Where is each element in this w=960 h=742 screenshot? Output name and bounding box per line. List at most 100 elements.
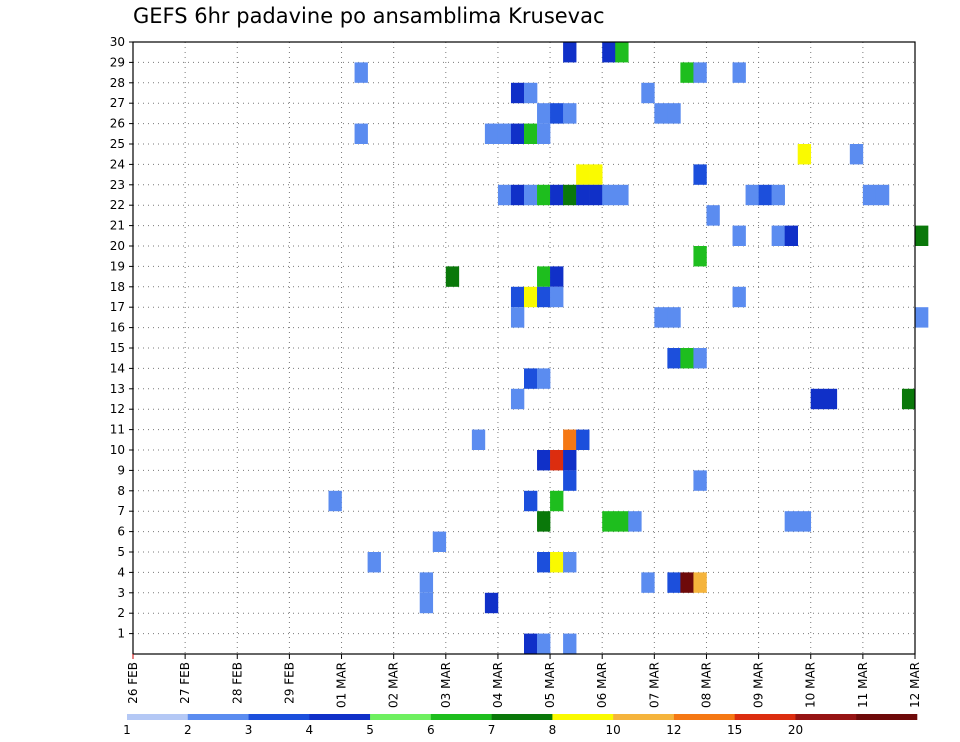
x-tick-label: 07 MAR — [647, 662, 661, 708]
heatmap-cell — [615, 42, 629, 63]
y-tick-label: 21 — [110, 219, 125, 233]
y-tick-label: 19 — [110, 259, 125, 273]
heatmap-cell — [524, 633, 538, 654]
heatmap-cell — [367, 552, 381, 573]
x-tick-label: 29 FEB — [282, 662, 296, 704]
heatmap-cell — [823, 388, 838, 410]
heatmap-cell — [667, 572, 681, 593]
heatmap-cell — [693, 164, 707, 185]
heatmap-cell — [497, 184, 512, 206]
colorbar-legend: 1 2 3 4 5 6 7 8 10 12 15 20 — [123, 714, 918, 737]
y-tick-label: 2 — [117, 606, 125, 620]
heatmap-cell — [537, 103, 551, 124]
heatmap-cell — [797, 511, 812, 532]
y-axis: 1234567891011121314151617181920212223242… — [110, 35, 133, 641]
heatmap-cell — [524, 123, 538, 144]
heatmap-cell — [550, 103, 564, 124]
heatmap-cell — [537, 266, 551, 287]
heatmap-cell — [576, 184, 590, 206]
heatmap-cell — [328, 490, 342, 512]
heatmap-cell — [641, 82, 655, 104]
heatmap-cell — [732, 62, 746, 83]
heatmap-cell — [745, 184, 759, 206]
heatmap-cell — [576, 429, 590, 450]
heatmap-cell — [510, 123, 525, 144]
heatmap-cell — [693, 470, 707, 491]
heatmap-cell — [537, 368, 551, 389]
colorbar-segment — [795, 714, 857, 720]
colorbar-segment — [127, 714, 189, 720]
heatmap-cell — [771, 184, 785, 206]
colorbar-segment — [673, 714, 735, 720]
heatmap-cell — [732, 225, 746, 246]
heatmap-cell — [654, 307, 668, 328]
heatmap-cell — [875, 184, 890, 206]
colorbar-label: 15 — [727, 723, 742, 737]
heatmap-cell — [550, 266, 564, 287]
heatmap-cell — [810, 388, 825, 410]
heatmap-cell — [732, 286, 746, 308]
heatmap-cell — [849, 144, 864, 165]
colorbar-label: 6 — [427, 723, 435, 737]
y-tick-label: 16 — [110, 321, 125, 335]
heatmap-cell — [915, 225, 929, 246]
heatmap-cell — [563, 42, 577, 63]
heatmap-cell — [537, 286, 551, 308]
colorbar-label: 10 — [606, 723, 621, 737]
colorbar-label: 7 — [488, 723, 496, 737]
y-tick-label: 7 — [117, 504, 125, 518]
heatmap-cell — [524, 184, 538, 206]
heatmap-cell — [563, 184, 577, 206]
y-tick-label: 24 — [110, 157, 125, 171]
x-tick-label: 27 FEB — [178, 662, 192, 704]
y-tick-label: 17 — [110, 300, 125, 314]
heatmap-cell — [524, 490, 538, 512]
heatmap-cell — [354, 62, 368, 83]
heatmap-cell — [550, 490, 564, 512]
x-tick-label: 04 MAR — [491, 662, 505, 708]
heatmap-cell — [680, 348, 694, 369]
heatmap-cell — [576, 164, 590, 185]
x-axis: 26 FEB 27 FEB 28 FEB 29 FEB 01 MAR 02 MAR 03 M… — [126, 654, 922, 708]
heatmap-cell — [693, 572, 707, 593]
colorbar-segment — [856, 714, 918, 720]
y-tick-label: 18 — [110, 280, 125, 294]
y-tick-label: 3 — [117, 586, 125, 600]
heatmap-cell — [510, 388, 525, 410]
colorbar-label: 3 — [245, 723, 253, 737]
colorbar-segment — [309, 714, 371, 720]
heatmap-cell — [628, 511, 642, 532]
heatmap-cell — [602, 511, 616, 532]
colorbar-segment — [552, 714, 614, 720]
heatmap-cell — [615, 511, 629, 532]
colorbar-segment — [734, 714, 796, 720]
colorbar-label: 2 — [184, 723, 192, 737]
colorbar-segment — [187, 714, 249, 720]
colorbar-segment — [370, 714, 432, 720]
data-cells — [328, 42, 929, 654]
colorbar-label: 12 — [666, 723, 681, 737]
heatmap-cell — [706, 205, 720, 226]
heatmap-cell — [667, 348, 681, 369]
heatmap-cell — [641, 572, 655, 593]
heatmap-cell — [901, 388, 916, 410]
heatmap-cell — [667, 307, 681, 328]
heatmap-cell — [537, 450, 551, 471]
y-tick-label: 26 — [110, 117, 125, 131]
heatmap-cell — [537, 552, 551, 573]
y-tick-label: 6 — [117, 525, 125, 539]
x-tick-label: 08 MAR — [699, 662, 713, 708]
x-tick-label: 26 FEB — [126, 662, 140, 704]
y-tick-label: 14 — [110, 361, 125, 375]
heatmap-cell — [550, 450, 564, 471]
heatmap-cell — [537, 633, 551, 654]
heatmap-cell — [510, 307, 525, 328]
heatmap-cell — [797, 144, 812, 165]
heatmap-cell — [615, 184, 629, 206]
y-tick-label: 10 — [110, 443, 125, 457]
heatmap-cell — [667, 103, 681, 124]
heatmap-cell — [484, 592, 499, 614]
heatmap-cell — [680, 62, 694, 83]
y-tick-label: 12 — [110, 402, 125, 416]
